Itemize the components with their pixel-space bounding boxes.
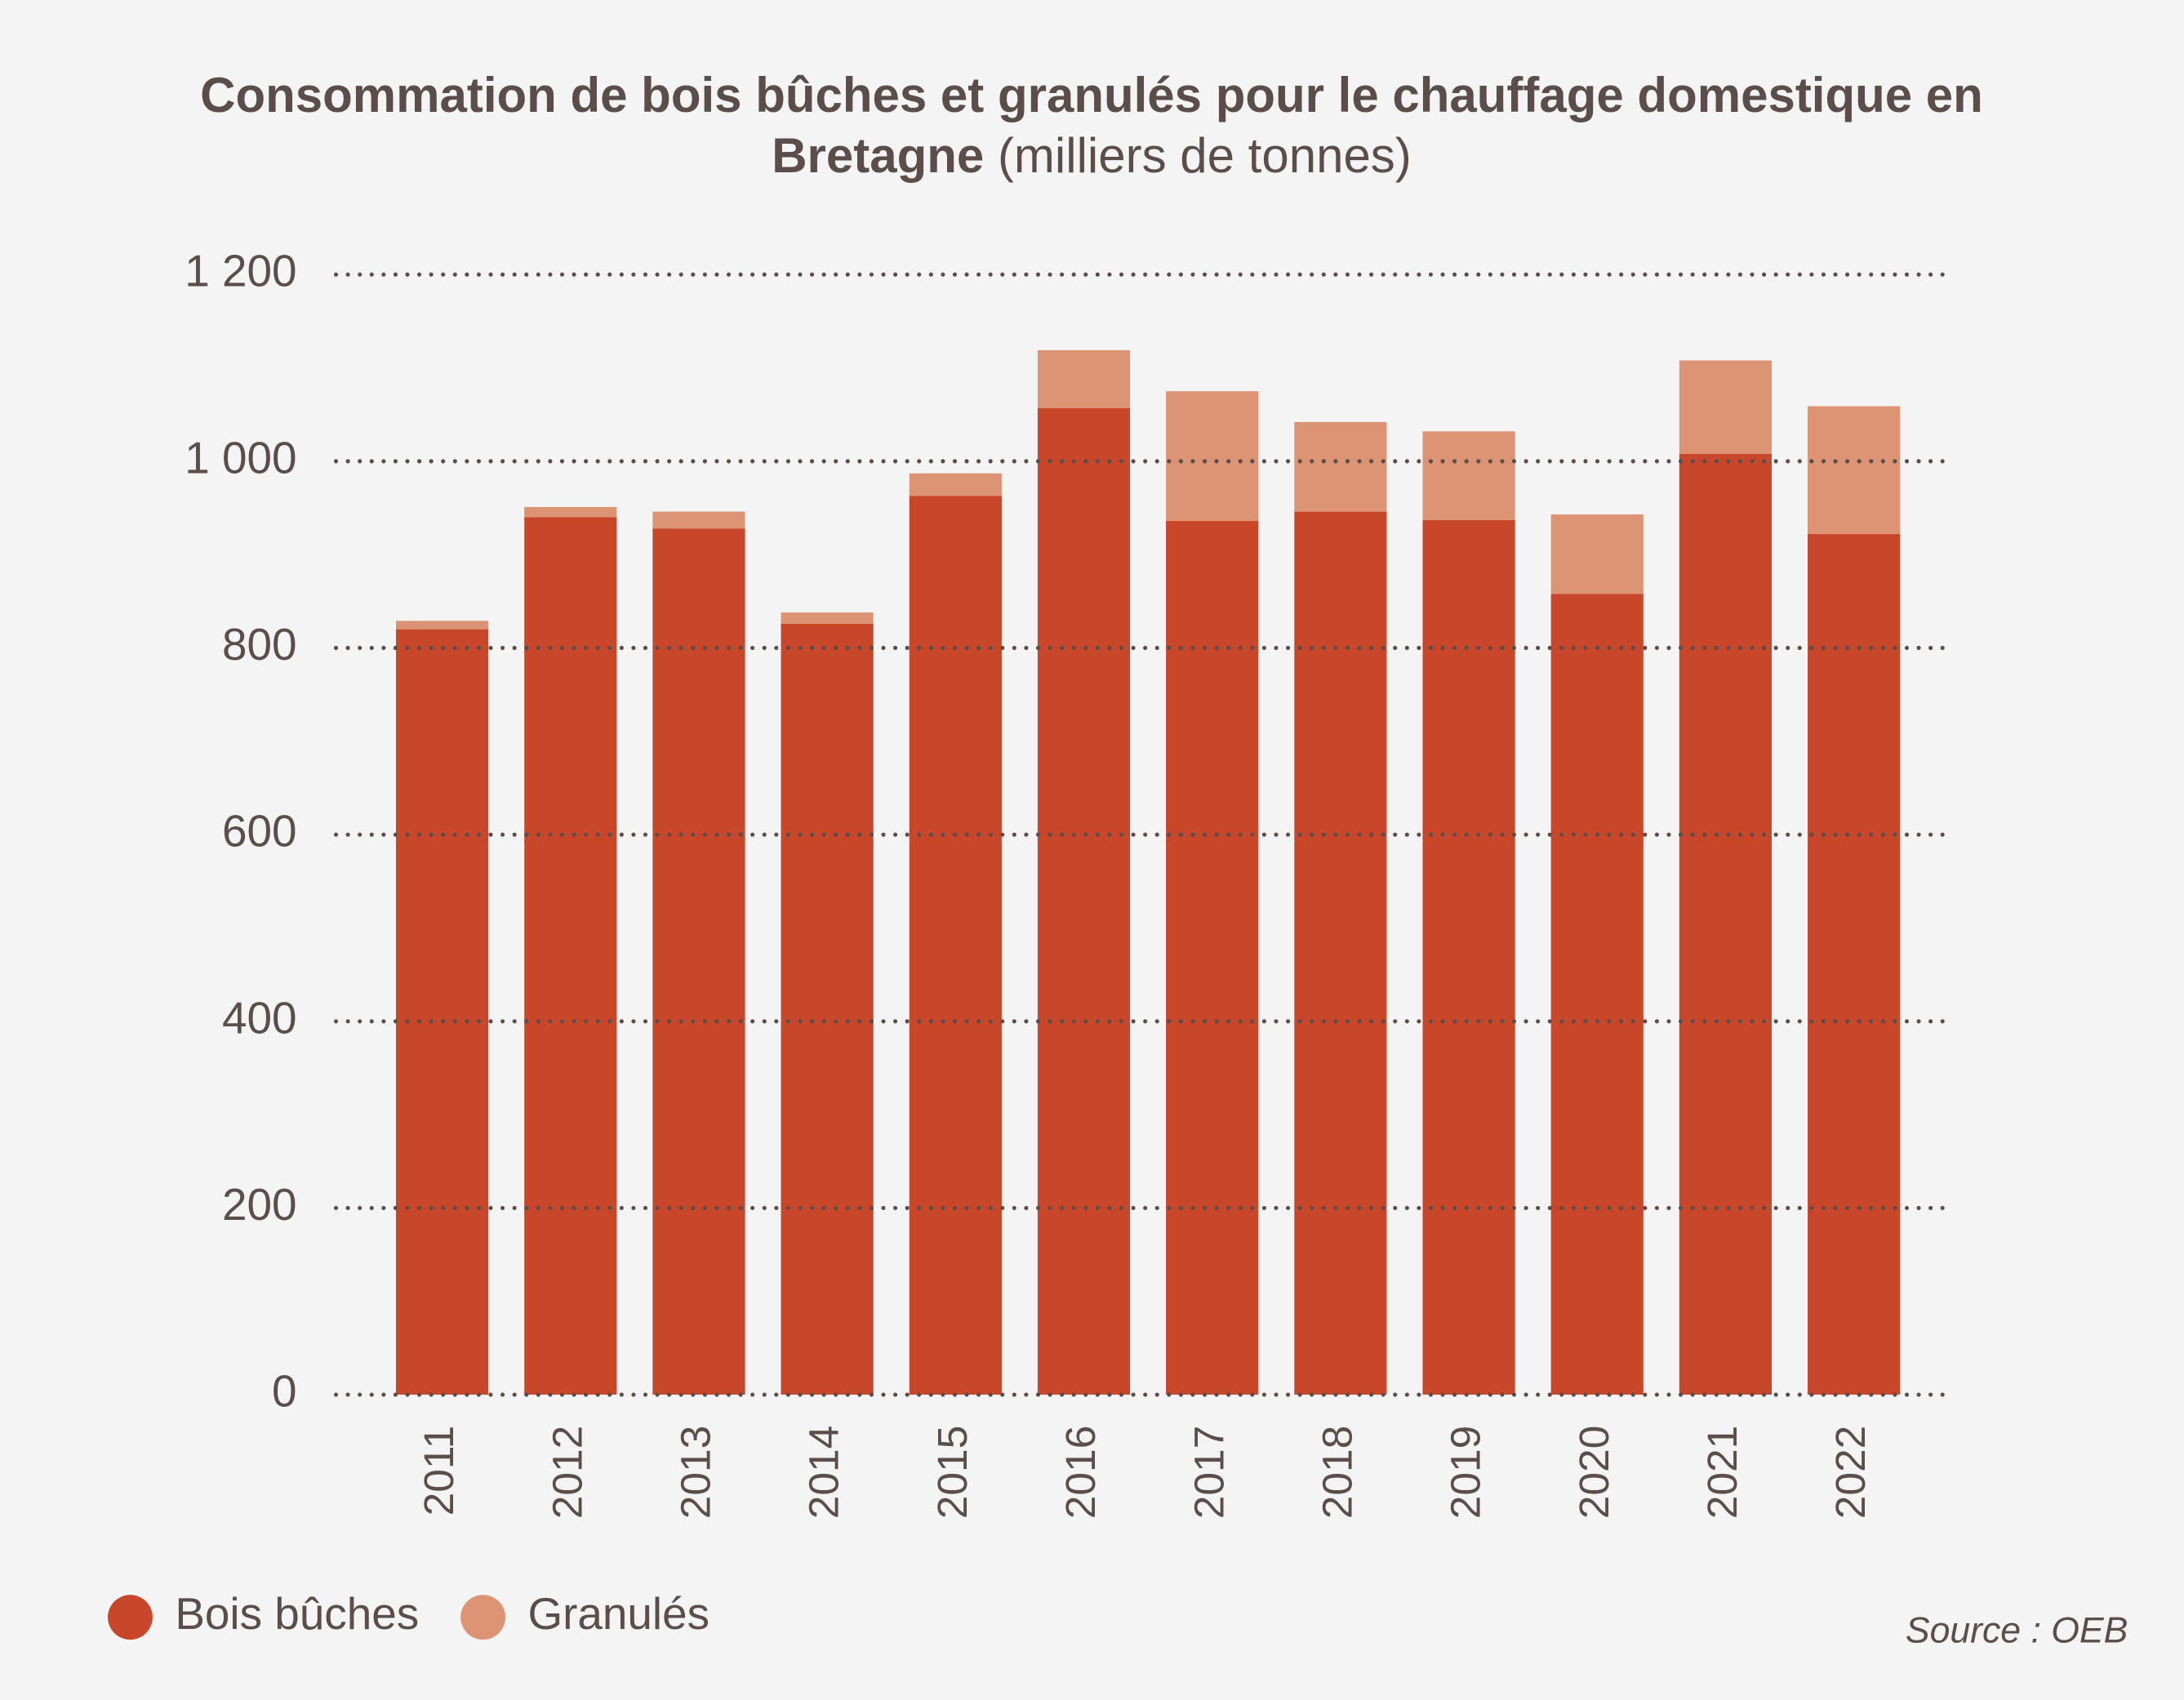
- x-tick-label: 2012: [543, 1426, 590, 1519]
- bar-segment: [524, 506, 617, 518]
- chart-title-block: Consommation de bois bûches et granulés …: [193, 65, 1990, 186]
- bar-segment: [1550, 514, 1644, 594]
- x-tick-label: 2013: [672, 1426, 719, 1519]
- x-tick-label: 2021: [1698, 1426, 1746, 1519]
- bar-segment: [524, 517, 617, 1395]
- y-tick-label: 200: [222, 1179, 297, 1230]
- bar-segment: [1037, 349, 1131, 408]
- x-tick-label: 2015: [928, 1426, 976, 1519]
- y-tick-label: 600: [222, 806, 297, 857]
- legend-marker: [460, 1595, 506, 1640]
- bar-segment: [1037, 407, 1131, 1395]
- x-tick-label: 2014: [800, 1426, 847, 1519]
- bar-segment: [909, 473, 1002, 496]
- bar-segment: [1166, 521, 1259, 1395]
- bar-segment: [652, 511, 745, 529]
- chart-subtitle: (milliers de tonnes): [997, 128, 1412, 183]
- legend-marker: [108, 1595, 153, 1640]
- y-tick-label: 1 200: [185, 246, 296, 296]
- bar-segment: [1808, 534, 1901, 1395]
- bar-segment: [1422, 431, 1515, 520]
- bar-segment: [1808, 406, 1901, 535]
- bar-segment: [1550, 594, 1644, 1395]
- bar-segment: [1294, 511, 1387, 1395]
- bar-segment: [1679, 453, 1773, 1395]
- bar-segment: [1679, 360, 1773, 454]
- source: Source : OEB: [1906, 1610, 2128, 1650]
- x-tick-label: 2019: [1442, 1426, 1489, 1519]
- bar-segment: [1166, 391, 1259, 522]
- bar-segment: [781, 612, 874, 624]
- bar-segment: [1294, 421, 1387, 512]
- y-tick-label: 400: [222, 992, 297, 1043]
- x-tick-label: 2017: [1185, 1426, 1232, 1519]
- y-tick-label: 0: [272, 1366, 297, 1417]
- chart-title: Consommation de bois bûches et granulés …: [200, 68, 1983, 183]
- x-tick-label: 2022: [1826, 1426, 1874, 1519]
- x-tick-label: 2020: [1570, 1426, 1617, 1519]
- bar-segment: [1422, 519, 1515, 1395]
- bar-segment: [781, 623, 874, 1395]
- y-tick-label: 1 000: [185, 432, 296, 483]
- x-tick-label: 2016: [1056, 1426, 1104, 1519]
- legend-label: Bois bûches: [175, 1588, 419, 1639]
- legend-label: Granulés: [527, 1588, 709, 1639]
- bar-segment: [395, 621, 489, 630]
- bar-segment: [909, 496, 1002, 1395]
- y-tick-label: 800: [222, 619, 297, 670]
- bar-segment: [395, 629, 489, 1395]
- x-tick-label: 2018: [1313, 1426, 1360, 1519]
- x-tick-label: 2011: [415, 1426, 462, 1516]
- bar-segment: [652, 528, 745, 1395]
